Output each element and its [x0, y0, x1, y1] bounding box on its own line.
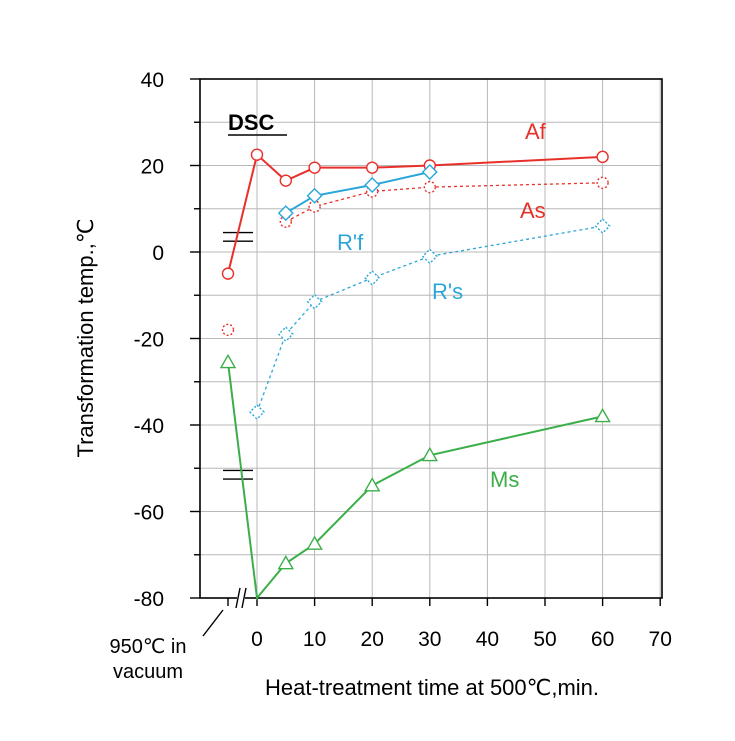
data-point-rs: [306, 293, 323, 310]
reference-label-line1: 950℃ in: [110, 636, 187, 658]
data-point-af: [250, 148, 264, 161]
x-tick-label: 10: [303, 628, 326, 651]
data-point-rf: [306, 187, 323, 204]
y-tick-label: -20: [134, 329, 164, 352]
data-point-as: [221, 323, 235, 337]
series-line-rs: [256, 225, 603, 413]
x-tick-label: 40: [476, 628, 499, 651]
y-tick-label: 20: [141, 156, 164, 179]
y-tick-label: -60: [134, 502, 164, 525]
series-label-rs: R's: [432, 279, 463, 304]
y-axis-title: Transformation temp.,℃: [73, 218, 98, 457]
data-point-ms: [306, 535, 323, 550]
data-point-as: [423, 180, 436, 194]
x-tick-label: 60: [591, 628, 614, 651]
series-layer: [219, 148, 611, 601]
x-tick-label: 30: [418, 628, 441, 651]
data-point-rs: [421, 248, 438, 265]
data-point-af: [308, 161, 321, 174]
series-label-rf: R'f: [337, 230, 364, 255]
series-line-as: [285, 182, 603, 223]
data-point-rf: [277, 205, 294, 222]
series-label-as: As: [520, 198, 546, 223]
series-label-af: Af: [525, 119, 547, 144]
y-tick-label: -40: [134, 415, 164, 438]
axis-break-marks: [223, 231, 253, 609]
y-tick-label: 0: [152, 242, 164, 265]
axis-ticks: [190, 78, 661, 606]
data-point-rf: [421, 163, 438, 180]
data-point-ms: [421, 446, 439, 462]
data-point-af: [279, 174, 292, 187]
data-point-ms: [277, 554, 295, 570]
data-point-af: [366, 161, 379, 174]
data-point-rs: [277, 326, 294, 343]
x-axis-title: Heat-treatment time at 500℃,min.: [265, 675, 599, 700]
x-tick-label: 0: [251, 628, 263, 651]
data-point-ms: [363, 477, 381, 492]
data-point-rs: [594, 218, 611, 235]
y-tick-label: -80: [134, 588, 164, 611]
data-point-af: [221, 267, 235, 280]
x-tick-label: 20: [361, 628, 384, 651]
data-point-rs: [249, 404, 265, 421]
x-axis-break-gap: [237, 588, 245, 608]
x-tick-label: 70: [649, 628, 672, 651]
data-point-af: [596, 150, 609, 164]
x-axis-break-mark: [235, 587, 241, 609]
x-axis-break-mark: [241, 587, 247, 609]
tick-labels: 0 10 20 30 40 50 60 70 40 20 0 -20 -40 -60 -80: [134, 69, 672, 651]
x-tick-label: 50: [533, 628, 556, 651]
reference-pointer-line: [202, 609, 224, 637]
data-point-rf: [364, 176, 381, 193]
data-point-as: [596, 176, 609, 190]
data-point-rs: [364, 269, 381, 286]
series-label-ms: Ms: [490, 467, 519, 492]
data-point-ms: [594, 407, 611, 423]
reference-label-line2: vacuum: [113, 661, 183, 683]
dsc-annotation: DSC: [228, 110, 275, 135]
series-line-rf: [285, 171, 431, 214]
y-tick-label: 40: [141, 69, 164, 92]
data-point-ms: [219, 353, 237, 369]
